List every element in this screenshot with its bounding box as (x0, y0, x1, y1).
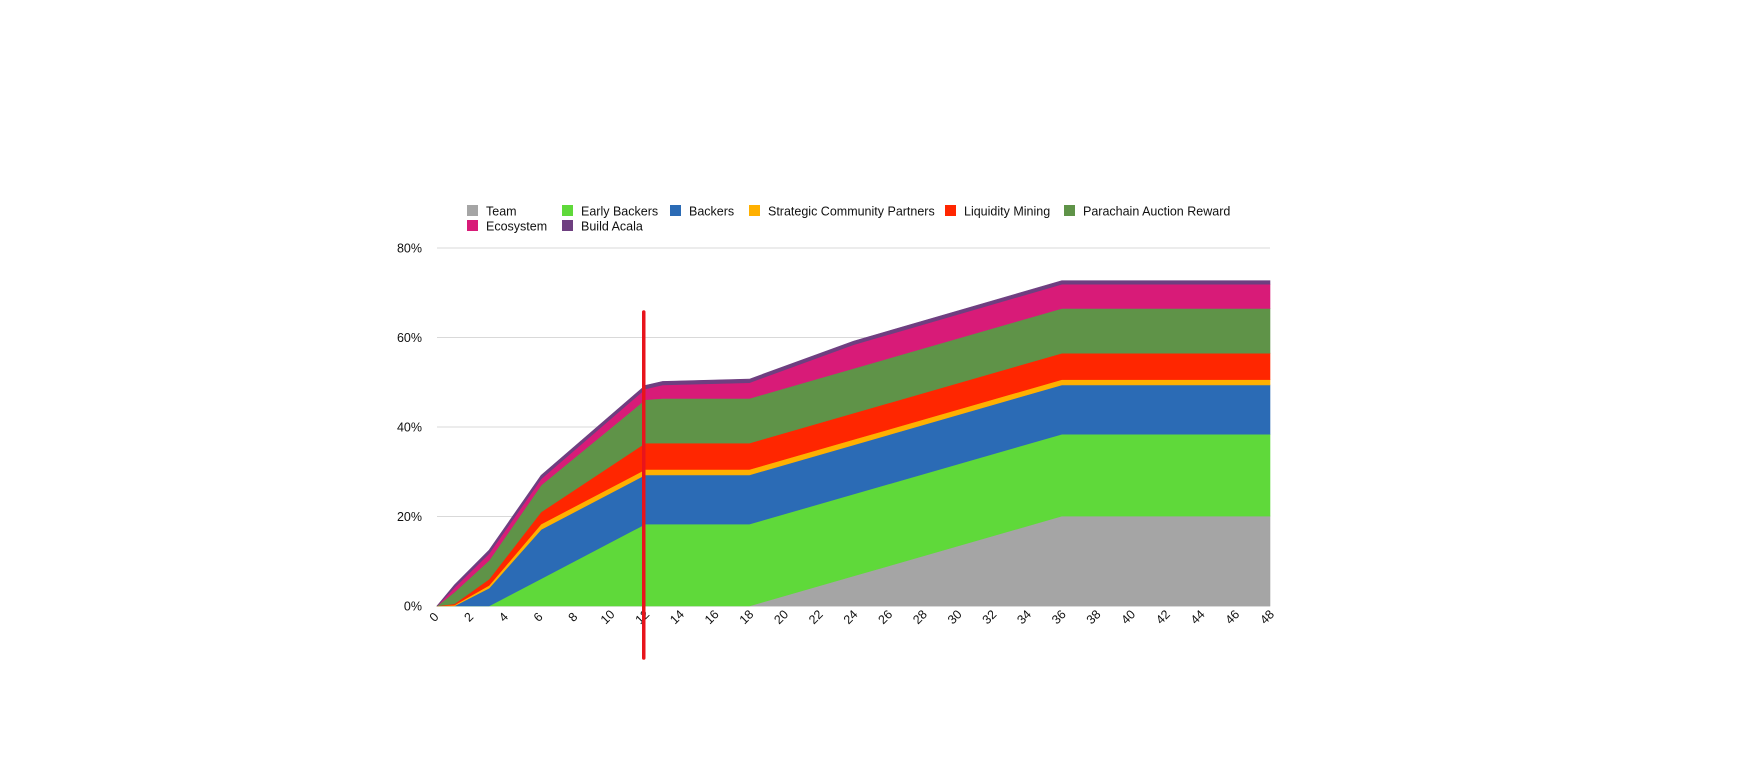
x-tick-label: 8 (566, 610, 581, 625)
legend-swatch-strategic-community-partners (749, 205, 760, 216)
x-tick-label: 0 (427, 610, 442, 625)
x-tick-label: 46 (1223, 607, 1243, 627)
x-tick-label: 22 (806, 607, 826, 627)
y-tick-label: 80% (397, 242, 422, 256)
legend-label-early-backers: Early Backers (581, 205, 658, 219)
x-tick-label: 28 (910, 607, 930, 627)
stacked-areas (435, 280, 1271, 607)
legend-label-build-acala: Build Acala (581, 220, 643, 234)
x-tick-label: 34 (1014, 607, 1034, 627)
x-tick-label: 42 (1153, 607, 1173, 627)
legend-swatch-ecosystem (467, 220, 478, 231)
y-tick-label: 0% (404, 600, 422, 614)
x-tick-label: 4 (496, 610, 511, 625)
x-tick-label: 44 (1188, 607, 1208, 627)
x-tick-label: 24 (841, 607, 861, 627)
x-tick-label: 48 (1257, 607, 1277, 627)
x-tick-label: 16 (702, 607, 722, 627)
x-tick-label: 18 (737, 607, 757, 627)
legend-label-parachain-auction-reward: Parachain Auction Reward (1083, 205, 1230, 219)
y-tick-label: 20% (397, 510, 422, 524)
x-tick-label: 30 (945, 607, 965, 627)
x-tick-label: 36 (1049, 607, 1069, 627)
legend-swatch-liquidity-mining (945, 205, 956, 216)
x-tick-label: 10 (598, 607, 618, 627)
legend-label-ecosystem: Ecosystem (486, 220, 547, 234)
legend-swatch-early-backers (562, 205, 573, 216)
y-tick-label: 40% (397, 421, 422, 435)
x-tick-label: 38 (1084, 607, 1104, 627)
x-tick-label: 14 (667, 607, 687, 627)
x-tick-label: 32 (980, 607, 1000, 627)
legend-swatch-team (467, 205, 478, 216)
x-tick-label: 20 (771, 607, 791, 627)
legend-swatch-build-acala (562, 220, 573, 231)
x-tick-label: 6 (531, 610, 546, 625)
legend-swatch-parachain-auction-reward (1064, 205, 1075, 216)
legend-label-strategic-community-partners: Strategic Community Partners (768, 205, 935, 219)
area-build-acala (436, 280, 1271, 607)
legend-swatch-backers (670, 205, 681, 216)
x-tick-label: 2 (461, 610, 476, 625)
x-tick-label: 26 (876, 607, 896, 627)
legend-label-liquidity-mining: Liquidity Mining (964, 205, 1050, 219)
y-tick-label: 60% (397, 331, 422, 345)
legend-label-backers: Backers (689, 205, 734, 219)
legend: Team Early Backers Backers Strategic Commun… (467, 205, 1230, 234)
legend-label-team: Team (486, 205, 517, 219)
x-tick-label: 40 (1118, 607, 1138, 627)
